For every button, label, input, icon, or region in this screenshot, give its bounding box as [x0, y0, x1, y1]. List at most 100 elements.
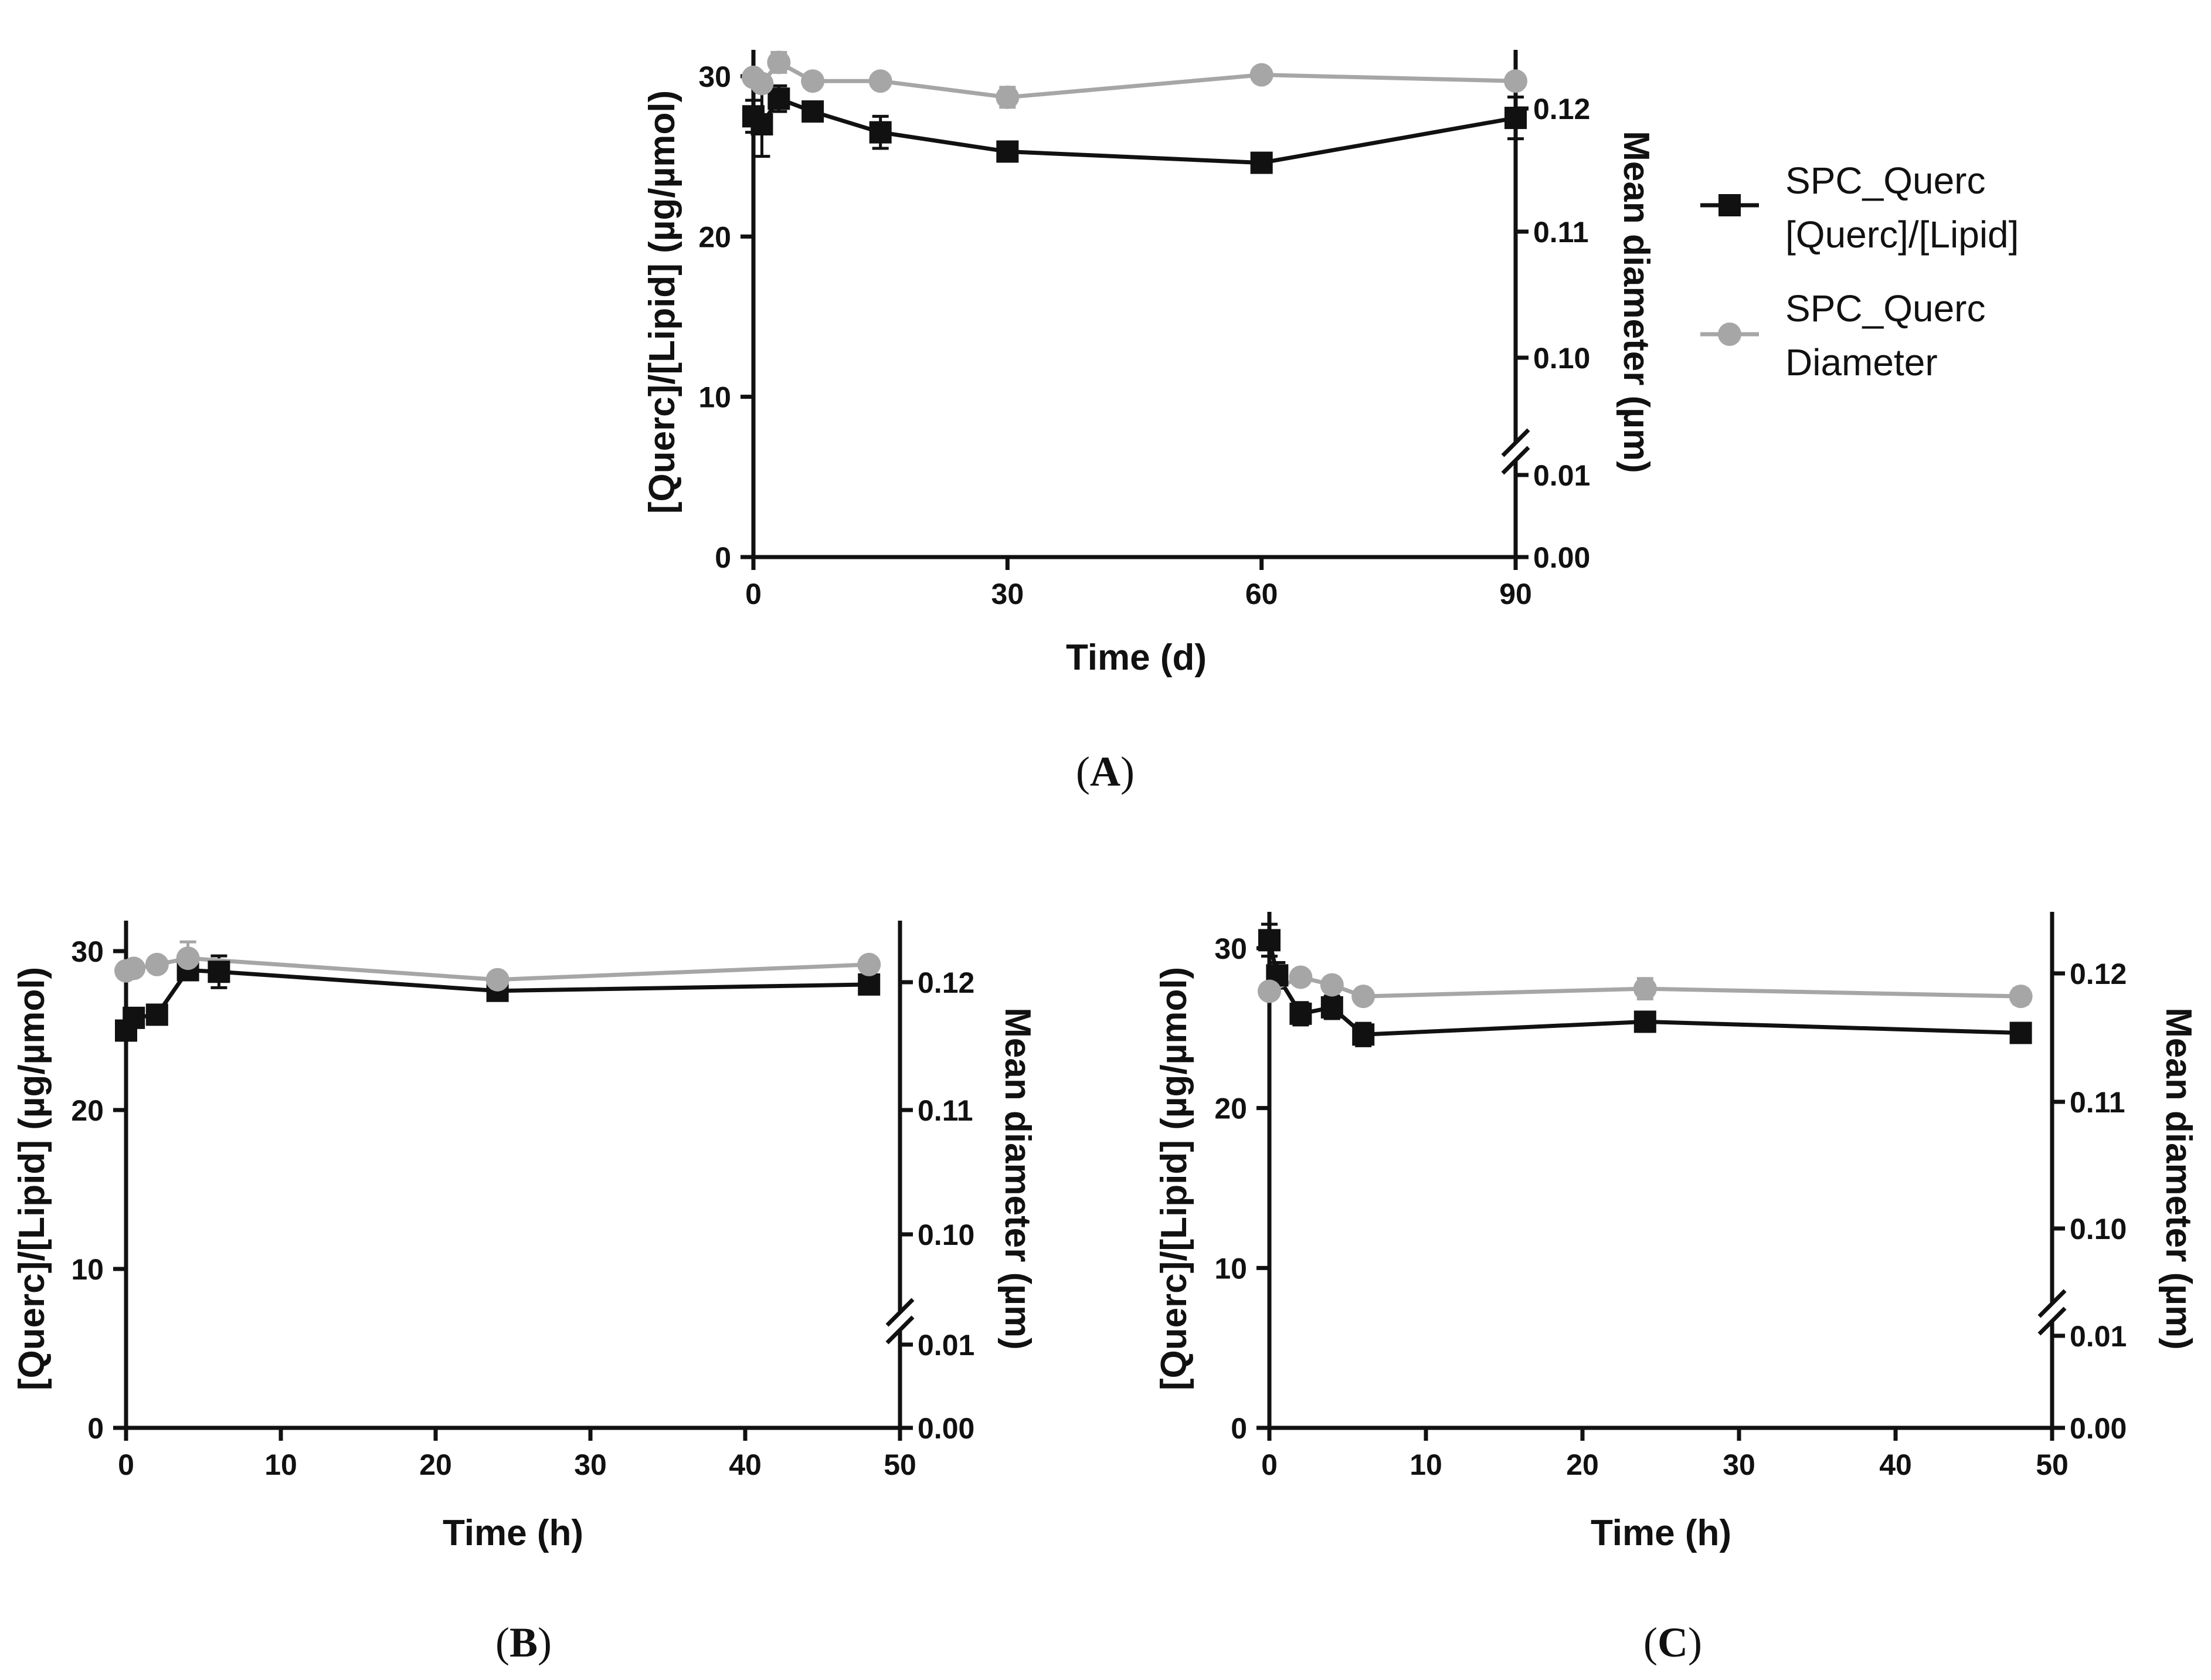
panel-c-y-tick-label: 20 [1214, 1092, 1247, 1125]
panel-c-data-point-concentration [1633, 1010, 1656, 1033]
panel-a-y2-tick-label: 0.10 [1533, 342, 1590, 375]
panel-a-y2-tick-label: 0.11 [1533, 216, 1589, 249]
panel-c-data-point-diameter [1351, 985, 1375, 1009]
panel-c-y-axis-title: [Querc]/[Lipid] (µg/µmol) [1154, 967, 1194, 1390]
panel-a-x-axis-title: Time (d) [1066, 637, 1207, 678]
panel-c-data-point-concentration [1352, 1023, 1375, 1046]
panel-b-y2-tick-label: 0.00 [918, 1412, 974, 1445]
panel-c-axis-break-mark-2 [2037, 1306, 2067, 1336]
panel-a-data-point-concentration [996, 140, 1019, 163]
legend-circle-marker [1718, 323, 1741, 346]
panel-c-axes [1256, 912, 2067, 1441]
panel-a-series-lines [752, 60, 1516, 165]
panel-c-data-point-diameter [1258, 979, 1281, 1003]
panel-a-y-tick-label: 0 [715, 541, 731, 574]
panel-c-y-tick-label: 30 [1214, 932, 1247, 965]
panel-a-data-point-concentration [801, 100, 824, 123]
panel-b-data-point-diameter [857, 952, 881, 976]
panel-b-x-tick-label: 20 [419, 1448, 452, 1481]
panel-a-data-point-concentration [1504, 107, 1527, 130]
panel-b-y2-tick-label: 0.11 [918, 1094, 973, 1127]
panel-a-label: (A) [1076, 748, 1135, 795]
panel-c-y2-tick-label: 0.01 [2070, 1320, 2127, 1353]
panel-b: 0 10 20 30 40 50 0 10 20 30 0.00 0.01 0.10 0.11 0.12 T… [12, 921, 1038, 1666]
panel-b-x-tick-label: 0 [118, 1448, 134, 1481]
panel-c-x-tick-label: 50 [2036, 1448, 2069, 1481]
panel-a-y2-tick-label: 0.00 [1533, 541, 1590, 574]
panel-c-axis-break-mark-1 [2037, 1289, 2067, 1318]
panel-c-data-point-concentration [2009, 1021, 2032, 1044]
panel-c-x-tick-label: 40 [1879, 1448, 1912, 1481]
panel-c-y2-tick-label: 0.00 [2070, 1412, 2127, 1445]
panel-c-x-tick-label: 20 [1566, 1448, 1599, 1481]
panel-b-data-point-diameter [145, 952, 169, 976]
panel-b-y-axis-title: [Querc]/[Lipid] (µg/µmol) [12, 967, 52, 1390]
panel-a-y2-axis-title: Mean diameter (µm) [1616, 131, 1656, 473]
panel-c-y2-tick-label: 0.11 [2070, 1086, 2125, 1119]
panel-b-y2-tick-label: 0.10 [918, 1219, 974, 1251]
panel-c-label: (C) [1643, 1619, 1702, 1666]
panel-c-data-point-concentration [1289, 1002, 1312, 1025]
panel-a-series-line-diameter [752, 60, 1516, 100]
panel-c-x-tick-label: 30 [1723, 1448, 1755, 1481]
panel-b-x-tick-label: 30 [574, 1448, 607, 1481]
legend-label-concentration-line2: [Querc]/[Lipid] [1785, 213, 2019, 256]
panel-c-tick-labels: 0 10 20 30 40 50 0 10 20 30 0.00 0.01 0.10 0.11 0.12 [1214, 932, 2127, 1481]
panel-a-label-letter: A [1090, 748, 1120, 795]
legend-item-diameter: SPC_Querc Diameter [1700, 287, 1985, 383]
panel-a-tick-labels: 0 30 60 90 0 10 20 30 0.00 0.01 0.10 0.11 0.12 [698, 60, 1590, 610]
panel-b-y2-tick-label: 0.01 [918, 1329, 974, 1362]
panel-a-data-point-diameter [801, 69, 825, 93]
panel-b-data-point-concentration [858, 973, 881, 996]
panel-a-data-point-concentration [869, 121, 892, 144]
panel-c-x-axis-title: Time (h) [1591, 1513, 1731, 1553]
panel-a-data-point-diameter [767, 50, 791, 74]
panel-a-data-point-diameter [868, 69, 892, 93]
legend: SPC_Querc [Querc]/[Lipid] SPC_Querc Diam… [1700, 159, 2019, 383]
panel-a-y-tick-label: 30 [698, 60, 731, 93]
panel-c-data-point-diameter [1289, 965, 1313, 989]
panel-c-data-point-diameter [2009, 985, 2033, 1009]
panel-b-data-point-diameter [485, 968, 510, 992]
panel-a-data-point-diameter [1249, 63, 1273, 87]
panel-b-data-point-concentration [208, 961, 230, 983]
panel-a-y2-tick-label: 0.01 [1533, 459, 1590, 492]
panel-c-x-tick-label: 10 [1410, 1448, 1442, 1481]
panel-c: 0 10 20 30 40 50 0 10 20 30 0.00 0.01 0.10 0.11 0.12 T… [1154, 912, 2199, 1666]
panel-c-markers [1258, 929, 2033, 1046]
panel-c-y2-tick-label: 0.10 [2070, 1213, 2127, 1245]
panel-b-x-tick-label: 10 [264, 1448, 297, 1481]
panel-b-y2-tick-label: 0.12 [918, 966, 974, 999]
panel-b-data-point-concentration [123, 1006, 145, 1029]
panel-b-data-point-diameter [122, 956, 146, 980]
panel-b-axes [113, 921, 915, 1441]
panel-b-data-point-concentration [145, 1003, 168, 1026]
panel-b-data-point-diameter [176, 946, 200, 970]
panel-b-y-tick-label: 10 [71, 1253, 104, 1286]
panel-b-axis-break-mark-2 [885, 1315, 915, 1345]
panel-a-error-bars [745, 50, 1524, 172]
panel-a-data-point-concentration [767, 87, 790, 110]
panel-a-x-tick-label: 60 [1245, 578, 1278, 610]
panel-c-y2-tick-label: 0.12 [2070, 958, 2127, 990]
panel-c-data-point-concentration [1320, 996, 1343, 1019]
panel-b-y-tick-label: 0 [87, 1412, 104, 1445]
panel-b-x-tick-label: 40 [729, 1448, 762, 1481]
panel-a-markers [742, 50, 1527, 174]
panel-c-data-point-concentration [1258, 929, 1281, 952]
panel-b-markers [114, 946, 881, 1042]
legend-label-diameter-line2: Diameter [1785, 341, 1938, 383]
panel-a-y2-tick-label: 0.12 [1533, 93, 1590, 125]
panel-a-x-tick-label: 90 [1499, 578, 1532, 610]
panel-a-x-tick-label: 0 [745, 578, 762, 610]
panel-c-y-tick-label: 0 [1231, 1412, 1247, 1445]
panel-a-axes [741, 50, 1530, 570]
panel-b-x-axis-title: Time (h) [443, 1513, 583, 1553]
panel-b-x-tick-label: 50 [884, 1448, 916, 1481]
panel-a-y-tick-label: 20 [698, 220, 731, 253]
panel-a-y-axis-title: [Querc]/[Lipid] (µg/µmol) [642, 90, 682, 514]
panel-a-axis-break-mark-2 [1501, 446, 1530, 475]
panel-a-data-point-concentration [1250, 151, 1273, 174]
legend-label-diameter-line1: SPC_Querc [1785, 287, 1985, 330]
